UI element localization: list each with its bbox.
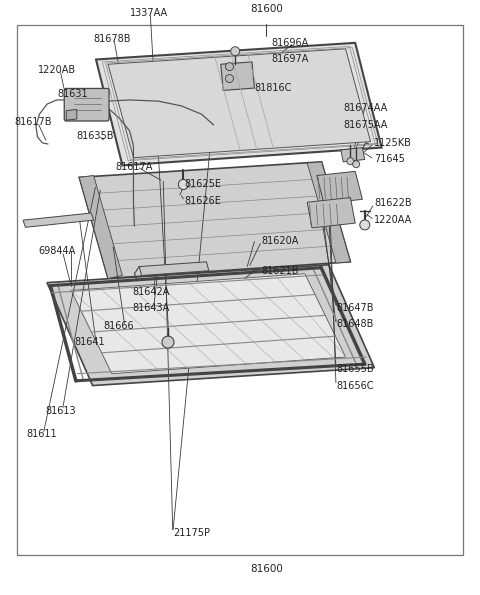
Text: 81675AA: 81675AA bbox=[343, 120, 387, 130]
Text: 81816C: 81816C bbox=[254, 83, 292, 93]
Text: 71645: 71645 bbox=[374, 155, 405, 164]
Text: 81642A: 81642A bbox=[132, 287, 169, 296]
Circle shape bbox=[226, 62, 233, 71]
Polygon shape bbox=[66, 109, 77, 120]
Text: 81617A: 81617A bbox=[115, 162, 153, 171]
Text: 81613: 81613 bbox=[46, 406, 76, 415]
Polygon shape bbox=[307, 198, 355, 228]
Text: 81655B: 81655B bbox=[336, 364, 373, 374]
Text: 81666: 81666 bbox=[103, 321, 134, 331]
Polygon shape bbox=[108, 49, 371, 158]
Polygon shape bbox=[23, 213, 94, 227]
Text: 81626E: 81626E bbox=[185, 196, 222, 206]
Text: 81697A: 81697A bbox=[271, 55, 309, 64]
Circle shape bbox=[179, 180, 188, 189]
Text: 21175P: 21175P bbox=[173, 528, 210, 537]
Polygon shape bbox=[79, 162, 350, 278]
Polygon shape bbox=[71, 274, 346, 374]
Polygon shape bbox=[96, 43, 382, 165]
Text: 81617B: 81617B bbox=[14, 117, 52, 127]
Bar bbox=[17, 25, 463, 555]
Text: 1337AA: 1337AA bbox=[130, 8, 168, 18]
Text: 81641: 81641 bbox=[74, 337, 105, 347]
Polygon shape bbox=[79, 176, 122, 278]
Circle shape bbox=[347, 158, 354, 165]
Circle shape bbox=[226, 74, 233, 83]
Circle shape bbox=[360, 220, 370, 230]
Polygon shape bbox=[307, 162, 350, 263]
Circle shape bbox=[353, 161, 360, 168]
Polygon shape bbox=[221, 62, 254, 90]
Text: 81656C: 81656C bbox=[336, 381, 373, 390]
Text: 81600: 81600 bbox=[250, 4, 283, 14]
Polygon shape bbox=[317, 171, 362, 203]
Text: 81622B: 81622B bbox=[374, 199, 412, 208]
Text: 81635B: 81635B bbox=[77, 131, 114, 140]
Text: 69844A: 69844A bbox=[38, 246, 76, 256]
Circle shape bbox=[231, 46, 240, 56]
Text: 81647B: 81647B bbox=[336, 303, 373, 312]
Text: 81620A: 81620A bbox=[262, 236, 299, 246]
Polygon shape bbox=[47, 265, 374, 386]
Text: 1125KB: 1125KB bbox=[374, 138, 412, 148]
Circle shape bbox=[162, 336, 174, 348]
Text: 81648B: 81648B bbox=[336, 320, 373, 329]
Text: 1220AA: 1220AA bbox=[374, 215, 413, 225]
Text: 81600: 81600 bbox=[250, 564, 283, 574]
Text: 81625E: 81625E bbox=[185, 180, 222, 189]
Polygon shape bbox=[139, 262, 209, 275]
Polygon shape bbox=[341, 148, 365, 162]
Text: 81643A: 81643A bbox=[132, 303, 169, 313]
Text: 81678B: 81678B bbox=[94, 34, 131, 43]
Text: 81611: 81611 bbox=[26, 430, 57, 439]
Text: 81696A: 81696A bbox=[271, 38, 309, 48]
Text: 81674AA: 81674AA bbox=[343, 104, 387, 113]
Text: 1220AB: 1220AB bbox=[38, 65, 76, 75]
Text: 81631: 81631 bbox=[58, 89, 88, 99]
FancyBboxPatch shape bbox=[64, 89, 109, 121]
Text: 81621B: 81621B bbox=[262, 266, 299, 275]
